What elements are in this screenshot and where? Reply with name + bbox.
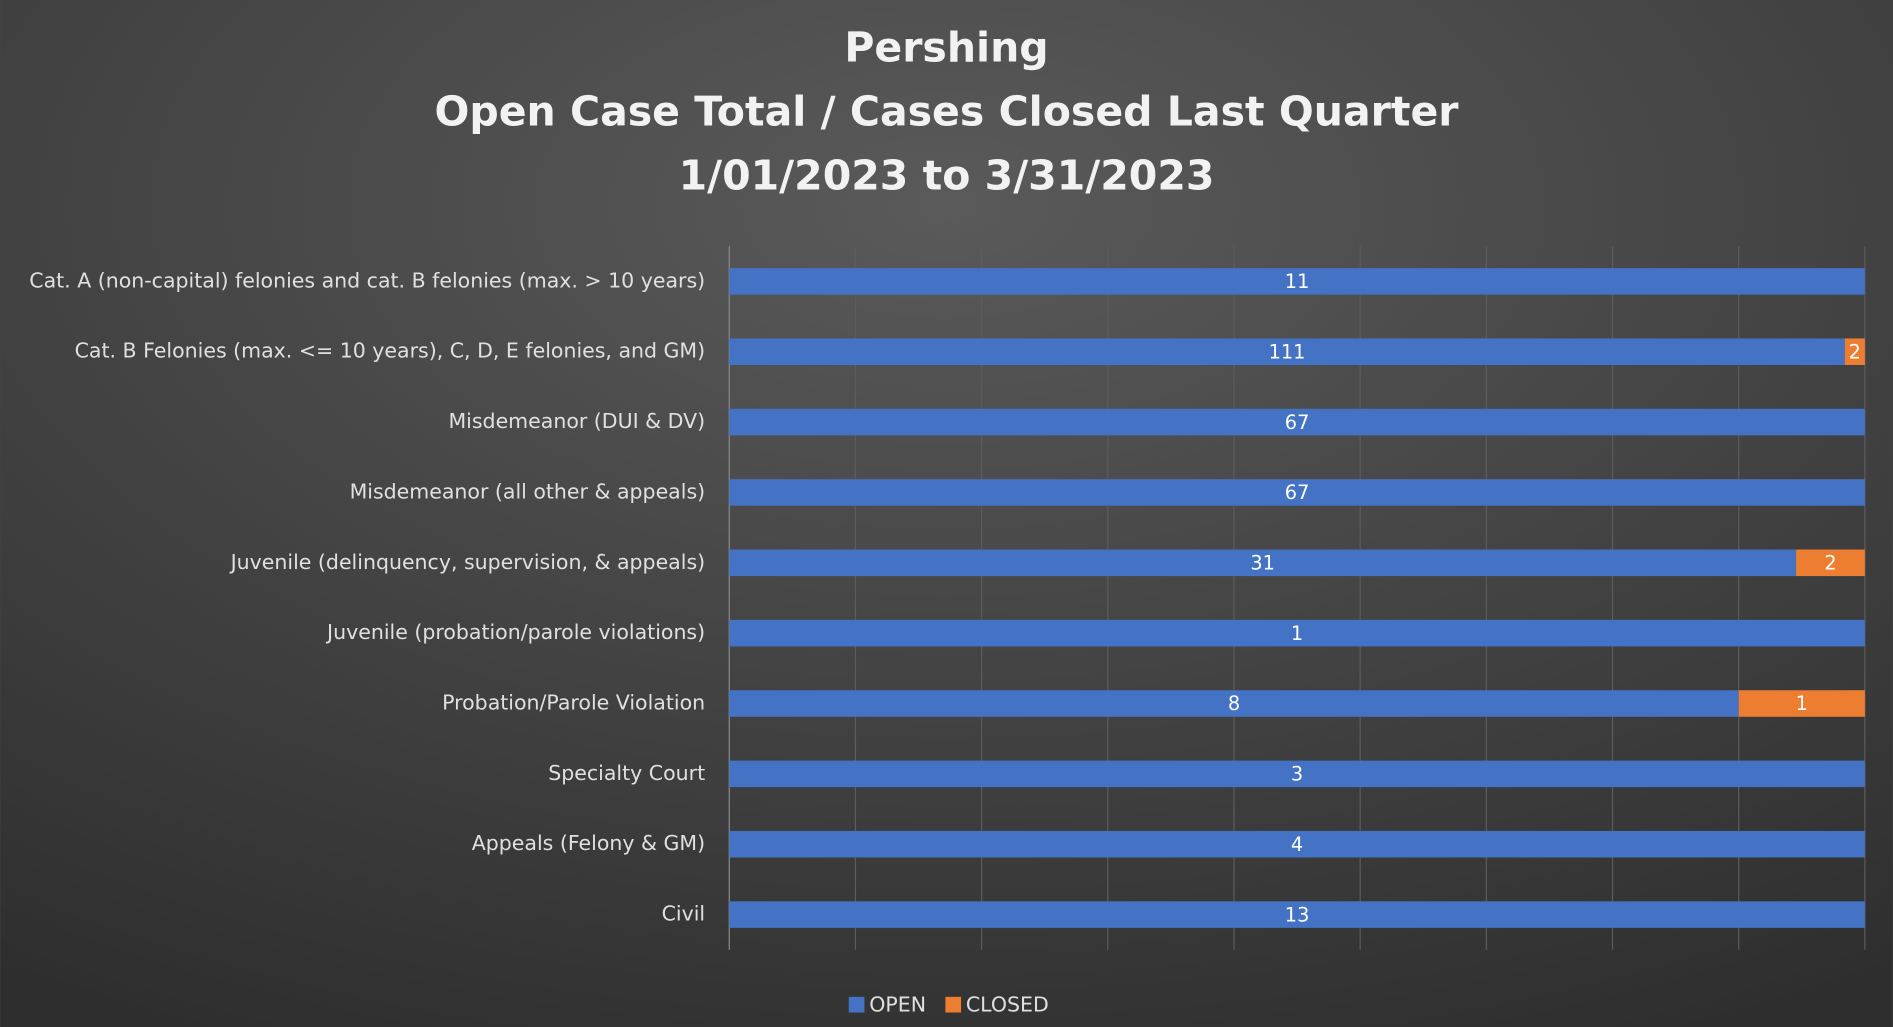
chart-title: 1/01/2023 to 3/31/2023 [679,152,1215,200]
bar-segment [729,338,1845,366]
bar-segment [729,690,1739,717]
legend-label: CLOSED [966,992,1049,1016]
bar-segment [729,268,1865,295]
data-label: 1 [1796,692,1808,715]
chart-title: Pershing [844,24,1048,72]
bar-segment [729,479,1865,506]
bar-segment [729,760,1865,788]
bar-segment [729,549,1797,577]
legend-swatch [945,996,962,1013]
data-label: 4 [1291,833,1303,856]
y-tick-label: Specialty Court [548,761,705,785]
bar-segment [729,830,1865,858]
data-label: 8 [1228,692,1240,715]
y-tick-label: Misdemeanor (all other & appeals) [350,479,706,503]
bar-segment [1796,549,1865,577]
y-tick-label: Probation/Parole Violation [442,691,705,715]
data-label: 11 [1285,270,1310,293]
y-tick-label: Appeals (Felony & GM) [472,831,705,855]
bar-segment [729,408,1865,436]
y-tick-label: Cat. B Felonies (max. <= 10 years), C, D… [75,339,706,363]
y-tick-label: Juvenile (probation/parole violations) [325,620,705,644]
y-tick-label: Civil [662,902,706,926]
data-label: 3 [1291,763,1303,786]
legend-label: OPEN [869,992,926,1016]
bar-segment [729,901,1865,928]
data-label: 2 [1824,552,1836,575]
data-label: 111 [1269,340,1306,363]
legend-swatch [848,996,865,1013]
chart-title: Open Case Total / Cases Closed Last Quar… [434,88,1459,136]
bar-segment [729,619,1865,647]
bar-segment [1738,690,1865,717]
data-label: 67 [1285,411,1310,434]
data-label: 31 [1250,552,1275,575]
y-tick-label: Juvenile (delinquency, supervision, & ap… [229,550,705,574]
y-tick-label: Cat. A (non-capital) felonies and cat. B… [29,268,705,292]
y-tick-label: Misdemeanor (DUI & DV) [449,409,706,433]
bar-segment [1844,338,1865,366]
data-label: 67 [1285,481,1310,504]
data-label: 1 [1291,622,1303,645]
data-label: 2 [1849,340,1861,363]
data-label: 13 [1285,903,1310,926]
